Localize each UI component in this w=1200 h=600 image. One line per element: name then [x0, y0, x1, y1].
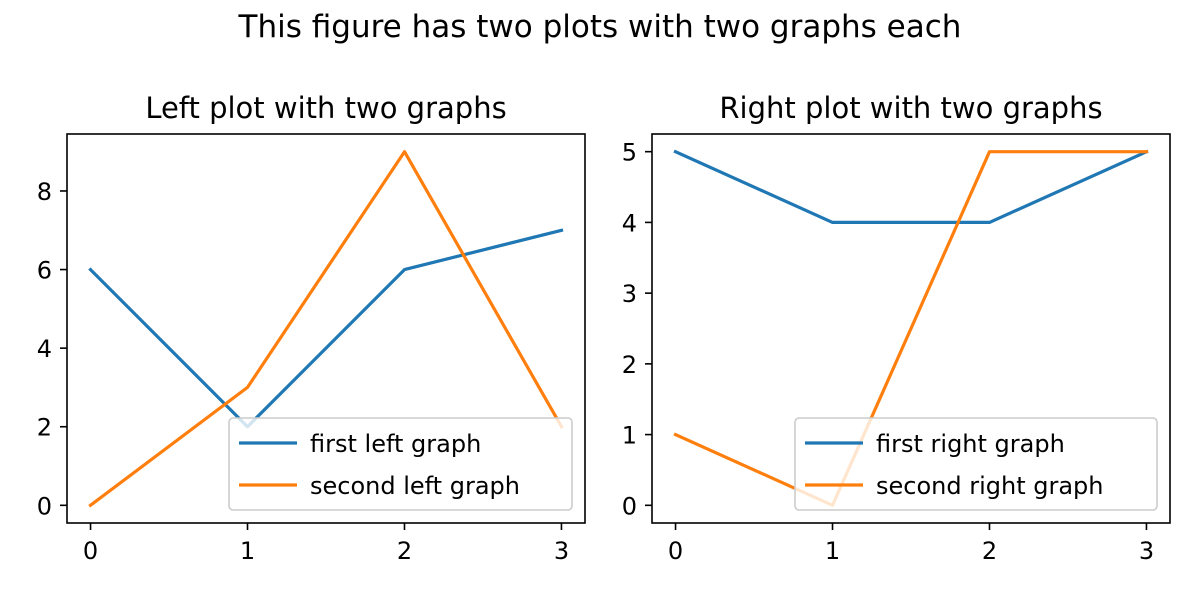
right-plot-frame [651, 133, 1171, 524]
right-plot: Right plot with two graphs 0 1 2 3 0 1 2 3 4 5 firs… [622, 91, 1171, 565]
left-x-tick-label: 0 [83, 537, 98, 565]
right-legend-label-2: second right graph [876, 472, 1104, 500]
right-y-tick-label: 3 [622, 280, 637, 308]
right-y-tick-label: 2 [622, 351, 637, 379]
left-legend-label-2: second left graph [310, 472, 520, 500]
left-series-1-line [88, 228, 564, 429]
right-y-tick-label: 4 [622, 209, 637, 237]
left-x-tick-label: 3 [554, 537, 569, 565]
left-x-tick-label: 1 [240, 537, 255, 565]
right-legend-label-1: first right graph [876, 430, 1065, 458]
left-series-2-line [88, 150, 564, 508]
right-x-tick-label: 1 [825, 537, 840, 565]
left-plot: Left plot with two graphs 0 1 2 3 0 2 4 6 8 first … [37, 91, 586, 565]
left-y-tick-label: 8 [37, 178, 52, 206]
right-x-tick-label: 3 [1139, 537, 1154, 565]
right-series-2-line [673, 150, 1149, 507]
right-series-1-line [673, 149, 1149, 224]
left-legend: first left graph second left graph [228, 417, 573, 511]
left-y-tick-label: 0 [37, 492, 52, 520]
right-x-tick-label: 2 [982, 537, 997, 565]
left-y-tick-label: 4 [37, 335, 52, 363]
right-legend-box [794, 417, 1158, 511]
left-x-tick-label: 2 [397, 537, 412, 565]
right-y-tick-label: 0 [622, 492, 637, 520]
right-y-tick-label: 1 [622, 422, 637, 450]
right-plot-title: Right plot with two graphs [719, 91, 1102, 125]
figure-suptitle: This figure has two plots with two graph… [238, 9, 962, 45]
right-legend: first right graph second right graph [794, 417, 1158, 511]
right-y-tick-label: 5 [622, 139, 637, 167]
left-plot-frame [66, 133, 586, 524]
right-x-tick-label: 0 [668, 537, 683, 565]
left-plot-title: Left plot with two graphs [145, 91, 506, 125]
left-y-tick-label: 2 [37, 414, 52, 442]
left-y-tick-label: 6 [37, 257, 52, 285]
left-legend-box [228, 417, 573, 511]
left-legend-label-1: first left graph [310, 430, 481, 458]
